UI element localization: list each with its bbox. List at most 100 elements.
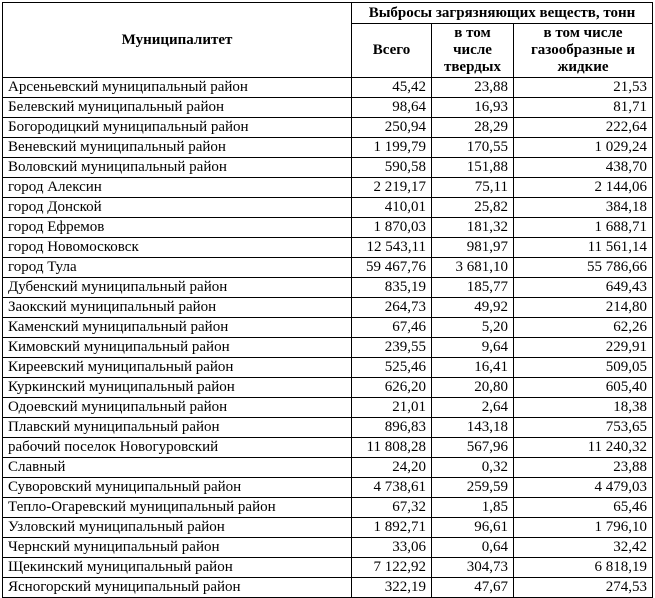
gaseous-cell: 214,80	[512, 297, 654, 318]
gaseous-cell: 649,43	[512, 277, 654, 298]
table-row: Чернский муниципальный район 33,06 0,64 32,…	[2, 537, 654, 558]
total-cell: 525,46	[351, 357, 432, 378]
gaseous-cell: 1 029,24	[512, 137, 654, 158]
solid-cell: 1,85	[431, 497, 514, 518]
solid-cell: 304,73	[431, 557, 514, 578]
municipality-cell: Узловский муниципальный район	[2, 517, 352, 538]
gaseous-cell: 1 688,71	[512, 217, 654, 238]
total-cell: 98,64	[351, 97, 432, 118]
solid-cell: 0,32	[431, 457, 514, 478]
emissions-group-header: Выбросы загрязняющих веществ, тонн	[350, 2, 654, 24]
gaseous-cell: 55 786,66	[512, 257, 654, 278]
gaseous-cell: 21,53	[512, 77, 654, 98]
table-row: Киреевский муниципальный район 525,46 16,4…	[2, 357, 654, 378]
gaseous-cell: 2 144,06	[512, 177, 654, 198]
total-cell: 626,20	[351, 377, 432, 398]
gaseous-cell: 23,88	[512, 457, 654, 478]
gaseous-cell: 222,64	[512, 117, 654, 138]
municipality-cell: Веневский муниципальный район	[2, 137, 352, 158]
municipality-cell: город Новомосковск	[2, 237, 352, 258]
municipality-cell: Куркинский муниципальный район	[2, 377, 352, 398]
gaseous-cell: 18,38	[512, 397, 654, 418]
municipality-cell: Каменский муниципальный район	[2, 317, 352, 338]
gaseous-cell: 1 796,10	[512, 517, 654, 538]
gaseous-cell: 509,05	[512, 357, 654, 378]
gaseous-cell: 11 240,32	[512, 437, 654, 458]
group-header-row: Муниципалитет Выбросы загрязняющих вещес…	[2, 2, 654, 78]
total-cell: 1 199,79	[351, 137, 432, 158]
total-cell: 67,32	[351, 497, 432, 518]
table-row: город Тула 59 467,76 3 681,10 55 786,66	[2, 257, 654, 278]
table-row: Дубенский муниципальный район 835,19 185,7…	[2, 277, 654, 298]
gaseous-cell: 274,53	[512, 577, 654, 598]
municipality-cell: город Донской	[2, 197, 352, 218]
solid-cell: 16,93	[431, 97, 514, 118]
table-row: Славный 24,20 0,32 23,88	[2, 457, 654, 478]
total-cell: 1 870,03	[351, 217, 432, 238]
table-row: рабочий поселок Новогуровский 11 808,28 56…	[2, 437, 654, 458]
table-row: Арсеньевский муниципальный район 45,42 23,…	[2, 77, 654, 98]
gaseous-cell: 229,91	[512, 337, 654, 358]
municipality-cell: Богородицкий муниципальный район	[2, 117, 352, 138]
gaseous-cell: 81,71	[512, 97, 654, 118]
municipality-cell: Щекинский муниципальный район	[2, 557, 352, 578]
municipality-cell: Чернский муниципальный район	[2, 537, 352, 558]
sub-header-row: Всего в том числе твердых в том числе га…	[3, 23, 654, 78]
solid-column-header: в том числе твердых	[431, 23, 514, 78]
table-row: Каменский муниципальный район 67,46 5,20 62…	[2, 317, 654, 338]
gaseous-cell: 605,40	[512, 377, 654, 398]
solid-cell: 5,20	[431, 317, 514, 338]
gaseous-cell: 62,26	[512, 317, 654, 338]
municipality-cell: рабочий поселок Новогуровский	[2, 437, 352, 458]
gaseous-cell: 438,70	[512, 157, 654, 178]
solid-cell: 3 681,10	[431, 257, 514, 278]
solid-cell: 259,59	[431, 477, 514, 498]
municipality-cell: Плавский муниципальный район	[2, 417, 352, 438]
municipality-cell: Тепло-Огаревский муниципальный район	[2, 497, 352, 518]
municipality-column-header: Муниципалитет	[2, 2, 352, 78]
municipality-cell: Белевский муниципальный район	[2, 97, 352, 118]
table-row: Веневский муниципальный район 1 199,79 170…	[2, 137, 654, 158]
solid-cell: 28,29	[431, 117, 514, 138]
solid-cell: 181,32	[431, 217, 514, 238]
gaseous-cell: 11 561,14	[512, 237, 654, 258]
total-cell: 24,20	[351, 457, 432, 478]
total-cell: 322,19	[351, 577, 432, 598]
solid-cell: 25,82	[431, 197, 514, 218]
municipality-cell: город Ефремов	[2, 217, 352, 238]
table-body: Арсеньевский муниципальный район 45,42 23,…	[2, 77, 654, 598]
solid-cell: 185,77	[431, 277, 514, 298]
total-cell: 11 808,28	[351, 437, 432, 458]
total-cell: 33,06	[351, 537, 432, 558]
table-row: город Ефремов 1 870,03 181,32 1 688,71	[2, 217, 654, 238]
total-cell: 21,01	[351, 397, 432, 418]
table-row: Плавский муниципальный район 896,83 143,18…	[2, 417, 654, 438]
table-row: Куркинский муниципальный район 626,20 20,8…	[2, 377, 654, 398]
total-cell: 835,19	[351, 277, 432, 298]
municipality-cell: Ясногорский муниципальный район	[2, 577, 352, 598]
total-cell: 7 122,92	[351, 557, 432, 578]
total-cell: 2 219,17	[351, 177, 432, 198]
solid-cell: 0,64	[431, 537, 514, 558]
gaseous-cell: 32,42	[512, 537, 654, 558]
total-cell: 590,58	[351, 157, 432, 178]
table-row: город Новомосковск 12 543,11 981,97 11 561,…	[2, 237, 654, 258]
municipality-cell: Славный	[2, 457, 352, 478]
solid-cell: 2,64	[431, 397, 514, 418]
solid-cell: 20,80	[431, 377, 514, 398]
solid-cell: 23,88	[431, 77, 514, 98]
gaseous-cell: 65,46	[512, 497, 654, 518]
table-row: Богородицкий муниципальный район 250,94 28…	[2, 117, 654, 138]
solid-cell: 96,61	[431, 517, 514, 538]
table-row: Заокский муниципальный район 264,73 49,92 2…	[2, 297, 654, 318]
solid-cell: 567,96	[431, 437, 514, 458]
total-cell: 67,46	[351, 317, 432, 338]
solid-cell: 143,18	[431, 417, 514, 438]
table-row: Одоевский муниципальный район 21,01 2,64 18…	[2, 397, 654, 418]
table-row: Суворовский муниципальный район 4 738,61 2…	[2, 477, 654, 498]
municipality-cell: Воловский муниципальный район	[2, 157, 352, 178]
total-cell: 239,55	[351, 337, 432, 358]
table-row: Белевский муниципальный район 98,64 16,93 8…	[2, 97, 654, 118]
table-row: Тепло-Огаревский муниципальный район 67,3…	[2, 497, 654, 518]
